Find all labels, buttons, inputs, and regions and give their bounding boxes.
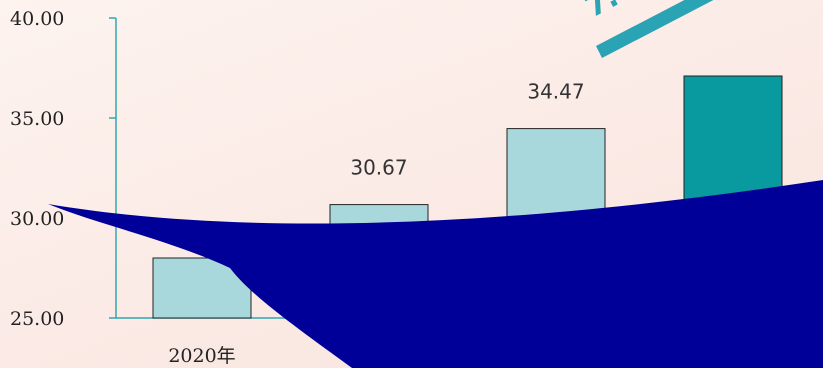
category-labels: 2020年 bbox=[168, 345, 235, 367]
y-tick-label: 35.00 bbox=[10, 108, 64, 130]
category-label-1: 2020年 bbox=[168, 345, 235, 367]
growth-annotation-underline bbox=[596, 0, 714, 58]
overlay-shape bbox=[48, 180, 823, 368]
y-tick-label: 40.00 bbox=[10, 8, 64, 30]
data-labels: 30.67 34.47 bbox=[350, 80, 584, 180]
y-tick-label: 30.00 bbox=[10, 208, 64, 230]
data-label-3: 34.47 bbox=[527, 80, 584, 104]
y-tick-label: 25.00 bbox=[10, 308, 64, 330]
data-label-2: 30.67 bbox=[350, 156, 407, 180]
y-ticks: 25.00 30.00 35.00 40.00 bbox=[10, 8, 116, 330]
